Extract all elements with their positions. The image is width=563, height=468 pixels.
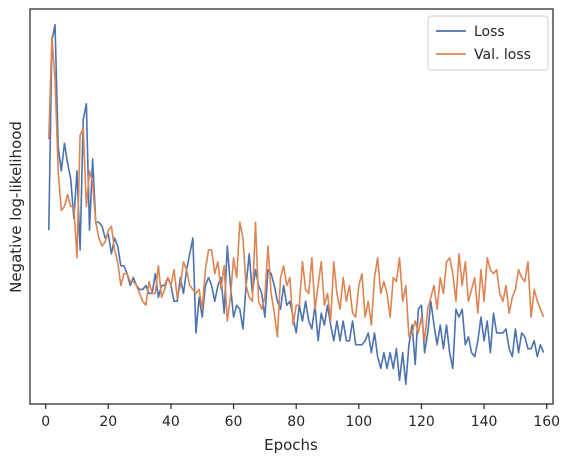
x-tick-label: 20: [99, 414, 117, 430]
x-tick-label: 0: [41, 414, 50, 430]
series-line-val-loss: [47, 35, 545, 342]
x-ticks: 0 20 40 60 80 100 120 140 160: [41, 404, 560, 430]
legend: Loss Val. loss: [427, 15, 549, 71]
x-tick-label: 120: [408, 414, 435, 430]
x-axis-label: Epochs: [264, 436, 318, 454]
y-axis-label: Negative log-likelihood: [7, 121, 25, 293]
x-tick-label: 40: [162, 414, 180, 430]
series-line-loss: [47, 23, 545, 386]
x-tick-label: 80: [287, 414, 305, 430]
x-tick-label: 140: [471, 414, 498, 430]
x-tick-label: 100: [345, 414, 372, 430]
series-layer: [47, 23, 545, 386]
legend-label-val-loss: Val. loss: [474, 47, 531, 63]
legend-box: [427, 15, 549, 71]
x-tick-label: 60: [225, 414, 243, 430]
plot-frame: [29, 8, 554, 405]
legend-label-loss: Loss: [474, 24, 505, 40]
x-tick-label: 160: [533, 414, 560, 430]
